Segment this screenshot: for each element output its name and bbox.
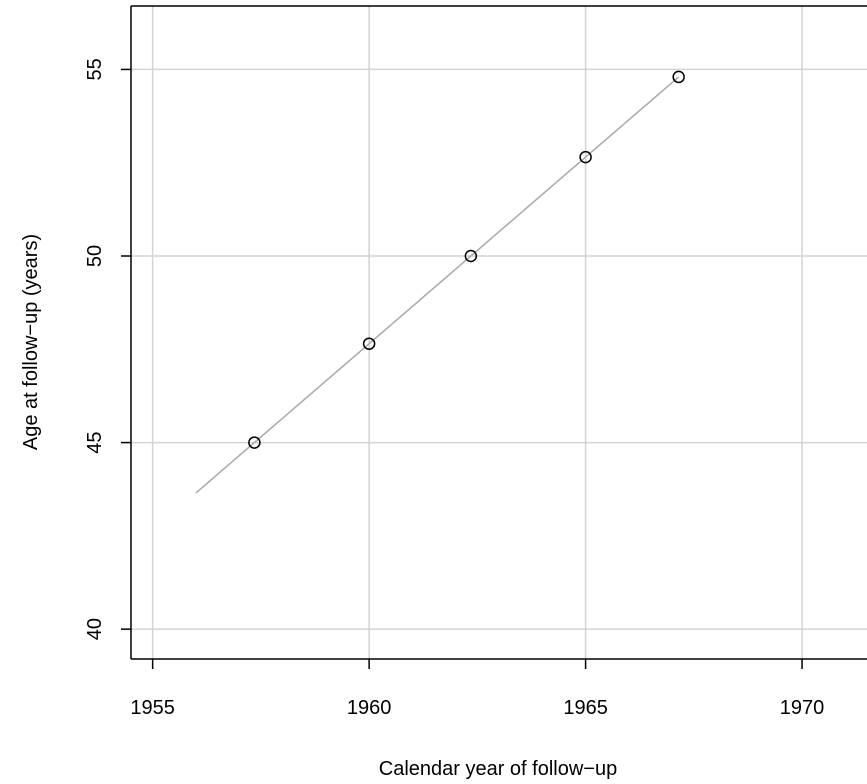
- x-axis-label: Calendar year of follow−up: [379, 758, 617, 780]
- y-tick-label-2: 50: [84, 245, 106, 267]
- y-tick-label-3: 55: [84, 58, 106, 80]
- y-axis-label: Age at follow−up (years): [20, 234, 42, 450]
- data-point-4: [672, 70, 685, 84]
- line-layer: [195, 76, 680, 494]
- trend-line: [195, 76, 680, 494]
- x-tick-label-3: 1970: [780, 697, 825, 719]
- y-tick-label-1: 45: [84, 431, 106, 453]
- x-tick-label-1: 1960: [347, 697, 392, 719]
- data-point-1: [362, 337, 376, 350]
- x-tick-label-2: 1965: [563, 697, 608, 719]
- x-tick-label-0: 1955: [130, 697, 175, 719]
- data-point-0: [248, 436, 261, 449]
- data-point-3: [579, 150, 592, 164]
- axis-layer: 1955 1960 1965 1970 40 45 50 55: [84, 5, 867, 719]
- y-tick-label-0: 40: [84, 618, 106, 640]
- grid-layer: [131, 6, 867, 659]
- data-point-2: [464, 249, 478, 263]
- point-layer: [248, 70, 685, 449]
